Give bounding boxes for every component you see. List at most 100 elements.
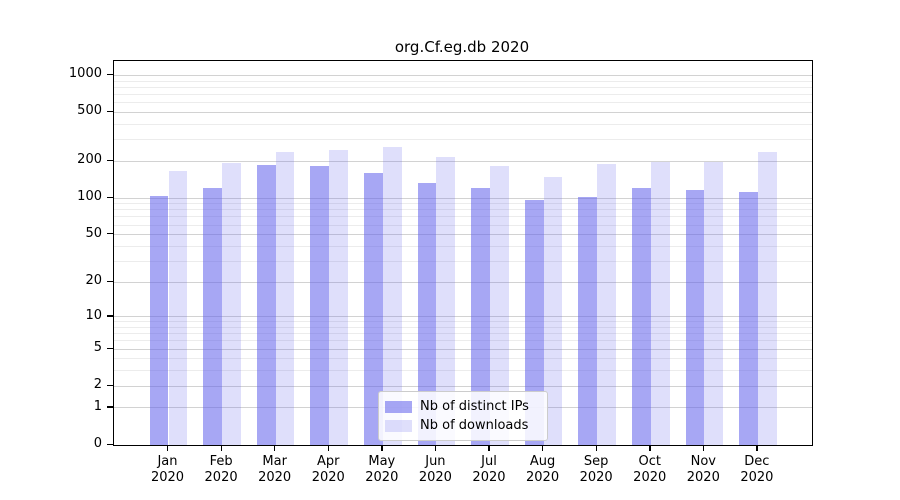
x-tick-label-dec: Dec 2020 bbox=[727, 454, 787, 486]
x-tick-mark bbox=[702, 445, 705, 452]
bar-distinct_ips-aug bbox=[524, 199, 544, 445]
x-tick-year: 2020 bbox=[150, 470, 185, 485]
bar-downloads-dec bbox=[757, 152, 777, 445]
x-tick-label-jan: Jan 2020 bbox=[138, 454, 198, 486]
y-tick-label: 10 bbox=[85, 307, 102, 323]
y-tick-label: 500 bbox=[77, 103, 102, 119]
gridline-minor bbox=[114, 216, 812, 218]
gridline-minor bbox=[114, 224, 812, 226]
gridline-major bbox=[114, 385, 812, 387]
x-tick-label-feb: Feb 2020 bbox=[191, 454, 251, 486]
legend: Nb of distinct IPs Nb of downloads bbox=[378, 391, 548, 441]
x-tick-mark bbox=[220, 445, 222, 452]
plot-area: Nb of distinct IPs Nb of downloads bbox=[113, 60, 813, 446]
x-tick-mark bbox=[488, 445, 490, 452]
bar-distinct_ips-may bbox=[364, 173, 383, 445]
x-tick-label-jul: Jul 2020 bbox=[459, 454, 519, 486]
gridline-minor bbox=[114, 123, 812, 125]
x-tick-year: 2020 bbox=[418, 470, 452, 485]
x-tick-mark bbox=[274, 445, 276, 452]
bar-downloads-mar bbox=[275, 152, 295, 445]
bar-downloads-aug bbox=[543, 177, 563, 445]
y-tick-mark bbox=[107, 159, 113, 162]
x-tick-year: 2020 bbox=[740, 470, 774, 485]
x-tick-month: Apr bbox=[316, 454, 340, 469]
gridline-major bbox=[114, 111, 812, 113]
y-tick-mark bbox=[107, 443, 113, 445]
x-tick-month: Aug bbox=[529, 454, 556, 469]
bar-distinct_ips-dec bbox=[739, 191, 758, 445]
x-tick-year: 2020 bbox=[633, 470, 667, 485]
gridline-major bbox=[114, 74, 812, 76]
x-tick-label-sep: Sep 2020 bbox=[566, 454, 626, 486]
gridline-minor bbox=[114, 245, 812, 247]
bar-downloads-jul bbox=[489, 165, 509, 445]
gridline-major bbox=[114, 348, 812, 350]
bar-distinct_ips-nov bbox=[685, 189, 705, 445]
x-tick-label-may: May 2020 bbox=[352, 454, 412, 486]
x-tick-year: 2020 bbox=[311, 470, 345, 485]
x-tick-month: Oct bbox=[638, 454, 661, 469]
x-tick-month: Feb bbox=[209, 454, 233, 469]
gridline-minor bbox=[114, 102, 812, 104]
y-tick-label: 5 bbox=[93, 340, 102, 356]
x-tick-label-apr: Apr 2020 bbox=[298, 454, 358, 486]
bar-downloads-feb bbox=[222, 163, 241, 445]
bar-distinct_ips-apr bbox=[310, 166, 330, 445]
y-tick-mark bbox=[107, 315, 113, 317]
x-tick-mark bbox=[167, 445, 169, 452]
x-tick-month: Mar bbox=[262, 454, 287, 469]
bar-distinct_ips-feb bbox=[203, 188, 223, 445]
y-tick-label: 200 bbox=[77, 152, 102, 168]
bar-distinct_ips-jul bbox=[471, 188, 490, 445]
y-tick-label: 20 bbox=[85, 273, 102, 289]
bar-distinct_ips-mar bbox=[256, 164, 276, 445]
bar-distinct_ips-jun bbox=[417, 183, 437, 445]
bar-distinct_ips-oct bbox=[631, 188, 651, 445]
x-tick-year: 2020 bbox=[258, 470, 292, 485]
y-tick-label: 2 bbox=[93, 377, 102, 393]
chart-title: org.Cf.eg.db 2020 bbox=[394, 38, 530, 56]
bar-downloads-apr bbox=[329, 150, 349, 445]
x-tick-label-oct: Oct 2020 bbox=[620, 454, 680, 486]
x-tick-year: 2020 bbox=[472, 470, 506, 485]
y-tick-mark bbox=[107, 406, 113, 408]
gridline-major bbox=[114, 197, 812, 199]
x-tick-year: 2020 bbox=[579, 470, 613, 485]
gridline-minor bbox=[114, 321, 812, 323]
gridline-minor bbox=[114, 80, 812, 82]
x-tick-label-jun: Jun 2020 bbox=[405, 454, 465, 486]
y-tick-mark bbox=[107, 233, 113, 235]
y-tick-mark bbox=[107, 110, 113, 113]
x-tick-month: Sep bbox=[583, 454, 609, 469]
x-tick-month: Jul bbox=[481, 454, 497, 469]
x-tick-mark bbox=[434, 445, 437, 452]
gridline-minor bbox=[114, 370, 812, 372]
bar-distinct_ips-jan bbox=[149, 195, 169, 445]
x-tick-mark bbox=[542, 445, 544, 452]
legend-row-downloads: Nb of downloads bbox=[385, 416, 539, 435]
x-tick-year: 2020 bbox=[204, 470, 238, 485]
gridline-major bbox=[114, 234, 812, 236]
gridline-minor bbox=[114, 203, 812, 205]
x-tick-mark bbox=[595, 445, 597, 452]
legend-swatch-distinct-ips-icon bbox=[385, 400, 412, 413]
x-tick-year: 2020 bbox=[686, 470, 720, 485]
x-tick-month: Dec bbox=[744, 454, 770, 469]
gridline-minor bbox=[114, 358, 812, 360]
bar-downloads-nov bbox=[704, 162, 724, 445]
gridline-major bbox=[114, 281, 812, 283]
bar-downloads-may bbox=[382, 146, 402, 445]
gridline-minor bbox=[114, 139, 812, 141]
y-tick-mark bbox=[107, 196, 113, 198]
y-tick-label: 50 bbox=[85, 225, 102, 241]
y-tick-label: 100 bbox=[77, 189, 102, 205]
y-tick-mark bbox=[107, 73, 113, 76]
x-tick-mark bbox=[381, 445, 383, 452]
x-tick-year: 2020 bbox=[526, 470, 560, 485]
bar-downloads-sep bbox=[597, 164, 616, 445]
x-tick-label-nov: Nov 2020 bbox=[673, 454, 733, 486]
y-tick-mark bbox=[107, 384, 113, 387]
bar-downloads-jan bbox=[168, 170, 188, 445]
